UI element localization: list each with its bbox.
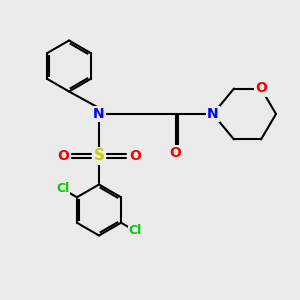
Text: O: O: [255, 82, 267, 95]
Text: O: O: [169, 146, 181, 160]
Text: Cl: Cl: [56, 182, 69, 196]
Text: N: N: [207, 107, 219, 121]
Text: N: N: [93, 107, 105, 121]
Text: S: S: [94, 148, 104, 164]
Text: O: O: [129, 149, 141, 163]
Text: Cl: Cl: [129, 224, 142, 238]
Text: O: O: [57, 149, 69, 163]
